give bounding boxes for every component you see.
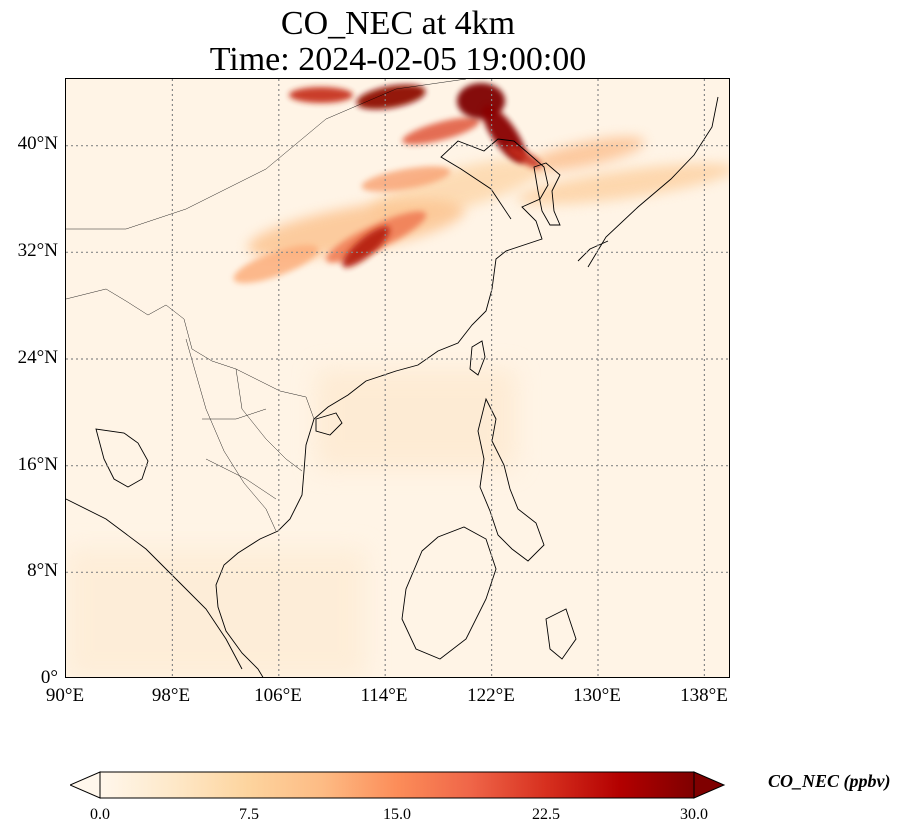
field-scs-haze xyxy=(316,369,516,469)
plume-mongolia-core xyxy=(356,84,426,110)
chart-title-line1: CO_NEC at 4km xyxy=(280,5,516,42)
colorbar-label: CO_NEC (ppbv) xyxy=(768,771,891,791)
coastline-sulawesi xyxy=(545,608,577,660)
coastline-hainan xyxy=(315,412,343,436)
colorbar-tick-label: 7.5 xyxy=(239,806,259,823)
map-svg xyxy=(66,79,729,677)
gridline-layer xyxy=(66,79,729,677)
plume-mongolia-west xyxy=(289,87,353,103)
colorbar-tick-label: 0.0 xyxy=(90,806,110,823)
coastline-sumatra xyxy=(66,498,243,670)
colorbar-tick-label: 15.0 xyxy=(383,806,411,823)
plume-sichuan xyxy=(233,244,319,284)
colorbar-extend-low xyxy=(70,771,101,799)
colorbar-tick-label: 30.0 xyxy=(680,806,708,823)
lon-tick-label: 122°E xyxy=(467,685,515,706)
lat-tick-label: 8°N xyxy=(27,560,58,581)
colorbar-body xyxy=(99,771,695,799)
border-china-mongolia xyxy=(66,79,467,230)
coastline-japan xyxy=(577,96,719,268)
colorbar xyxy=(70,771,726,799)
lon-tick-label: 106°E xyxy=(254,685,302,706)
lat-tick-label: 24°N xyxy=(17,347,58,368)
border-indochina xyxy=(202,368,303,500)
lon-tick-label: 90°E xyxy=(45,685,85,706)
coastline-borneo xyxy=(401,526,497,660)
plume-bohai-band xyxy=(402,117,480,145)
coastline-korea xyxy=(533,162,561,226)
field-southwest-haze xyxy=(66,549,366,677)
chart-title-line2: Time: 2024-02-05 19:00:00 xyxy=(209,41,587,78)
map-panel xyxy=(65,78,730,678)
border-layer xyxy=(66,79,467,532)
coastline-mainland xyxy=(215,138,549,677)
lat-tick-label: 16°N xyxy=(17,454,58,475)
lon-tick-label: 98°E xyxy=(151,685,191,706)
coastline-taiwan xyxy=(469,340,486,376)
plume-liaodong xyxy=(506,145,542,169)
plume-central-china-core xyxy=(342,226,390,268)
lat-tick-label: 32°N xyxy=(17,240,58,261)
lat-tick-label: 40°N xyxy=(17,133,58,154)
coastline-layer xyxy=(66,96,719,677)
colorbar-tick-label: 22.5 xyxy=(532,806,560,823)
plume-korea xyxy=(527,136,645,172)
lon-tick-label: 138°E xyxy=(680,685,728,706)
lon-tick-label: 130°E xyxy=(573,685,621,706)
border-mainland-se-asia xyxy=(185,338,277,532)
lat-tick-label: 0° xyxy=(40,667,58,688)
border-china-south xyxy=(66,288,315,420)
coastline-philippines xyxy=(477,397,545,562)
colorbar-extend-high xyxy=(693,771,726,799)
plume-japan xyxy=(517,163,729,205)
plume-north-china-band xyxy=(361,166,451,192)
lon-tick-label: 114°E xyxy=(360,685,408,706)
plume-layer xyxy=(233,83,729,284)
